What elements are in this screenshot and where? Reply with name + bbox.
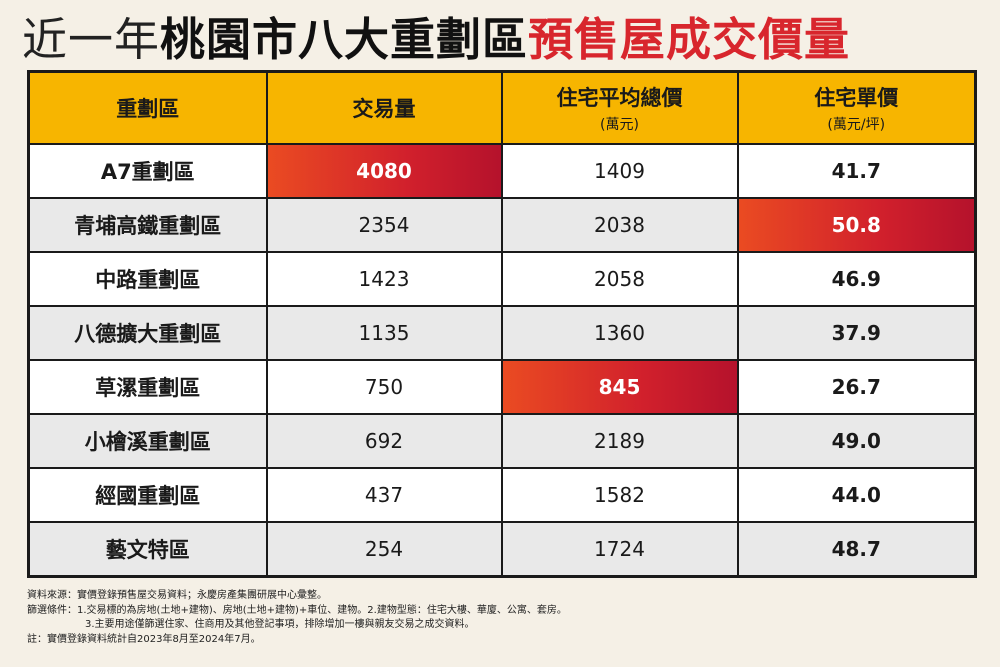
- volume-cell: 692: [265, 413, 503, 469]
- table-row: 小檜溪重劃區 692 2189 49.0: [27, 413, 977, 469]
- avg-total-cell: 2058: [500, 251, 739, 307]
- district-name: 中路重劃區: [27, 251, 268, 307]
- table-row: 八德擴大重劃區 1135 1360 37.9: [27, 305, 977, 361]
- avg-total-cell: 1724: [500, 521, 739, 578]
- footnotes: 資料來源：實價登錄預售屋交易資料；永慶房產集團研展中心彙整。 篩選條件：1.交易…: [27, 589, 977, 647]
- table-row: 藝文特區 254 1724 48.7: [27, 521, 977, 578]
- note-remark: 註：實價登錄資料統計自2023年8月至2024年7月。: [27, 633, 261, 645]
- header-avg-total-label: 住宅平均總價: [556, 86, 683, 110]
- district-name: 藝文特區: [27, 521, 268, 578]
- header-district: 重劃區: [27, 70, 268, 145]
- volume-cell-highlight: 4080: [265, 143, 503, 199]
- table-header-row: 重劃區 交易量 住宅平均總價 (萬元) 住宅單價 (萬元/坪): [27, 70, 977, 145]
- unit-price-cell: 44.0: [736, 467, 977, 523]
- note-source: 資料來源：實價登錄預售屋交易資料；永慶房產集團研展中心彙整。: [27, 590, 327, 601]
- table-row: 草漯重劃區 750 845 26.7: [27, 359, 977, 415]
- district-name: 八德擴大重劃區: [27, 305, 268, 361]
- data-table: 重劃區 交易量 住宅平均總價 (萬元) 住宅單價 (萬元/坪) A7重劃區 4080…: [27, 70, 977, 578]
- unit-price-cell: 49.0: [736, 413, 977, 469]
- avg-total-cell: 1360: [500, 305, 739, 361]
- header-unit-price-unit: (萬元/坪): [827, 117, 886, 133]
- district-name: 草漯重劃區: [27, 359, 268, 415]
- unit-price-cell: 46.9: [736, 251, 977, 307]
- page-title: 近一年 桃園市八大重劃區 預售屋成交價量: [22, 2, 850, 68]
- header-volume-label: 交易量: [352, 97, 416, 121]
- note-criteria-continued: 3.主要用途僅篩選住家、住商用及其他登記事項，排除增加一樓與親友交易之成交資料。: [85, 619, 475, 630]
- district-name: A7重劃區: [27, 143, 268, 199]
- unit-price-cell: 37.9: [736, 305, 977, 361]
- district-name: 小檜溪重劃區: [27, 413, 268, 469]
- unit-price-cell: 48.7: [736, 521, 977, 578]
- volume-cell: 437: [265, 467, 503, 523]
- avg-total-cell: 1409: [500, 143, 739, 199]
- header-unit-price: 住宅單價 (萬元/坪): [736, 70, 977, 145]
- avg-total-cell-highlight: 845: [500, 359, 739, 415]
- header-district-label: 重劃區: [116, 97, 180, 121]
- note-criteria: 篩選條件：1.交易標的為房地(土地+建物)、房地(土地+建物)+車位、建物。2.…: [27, 604, 567, 616]
- district-name: 經國重劃區: [27, 467, 268, 523]
- table-row: 青埔高鐵重劃區 2354 2038 50.8: [27, 197, 977, 253]
- header-volume: 交易量: [265, 70, 503, 145]
- table-row: 經國重劃區 437 1582 44.0: [27, 467, 977, 523]
- unit-price-cell: 26.7: [736, 359, 977, 415]
- volume-cell: 1135: [265, 305, 503, 361]
- title-part-region: 桃園市八大重劃區: [160, 12, 529, 66]
- header-unit-price-label: 住宅單價: [814, 86, 899, 110]
- volume-cell: 750: [265, 359, 503, 415]
- title-part-period: 近一年: [22, 12, 161, 66]
- table-row: 中路重劃區 1423 2058 46.9: [27, 251, 977, 307]
- volume-cell: 254: [265, 521, 503, 578]
- title-part-subject: 預售屋成交價量: [528, 12, 851, 66]
- unit-price-cell: 41.7: [736, 143, 977, 199]
- volume-cell: 1423: [265, 251, 503, 307]
- header-avg-total: 住宅平均總價 (萬元): [500, 70, 739, 145]
- avg-total-cell: 2189: [500, 413, 739, 469]
- avg-total-cell: 1582: [500, 467, 739, 523]
- district-name: 青埔高鐵重劃區: [27, 197, 268, 253]
- avg-total-cell: 2038: [500, 197, 739, 253]
- header-avg-total-unit: (萬元): [600, 117, 639, 133]
- volume-cell: 2354: [265, 197, 503, 253]
- table-row: A7重劃區 4080 1409 41.7: [27, 143, 977, 199]
- unit-price-cell-highlight: 50.8: [736, 197, 977, 253]
